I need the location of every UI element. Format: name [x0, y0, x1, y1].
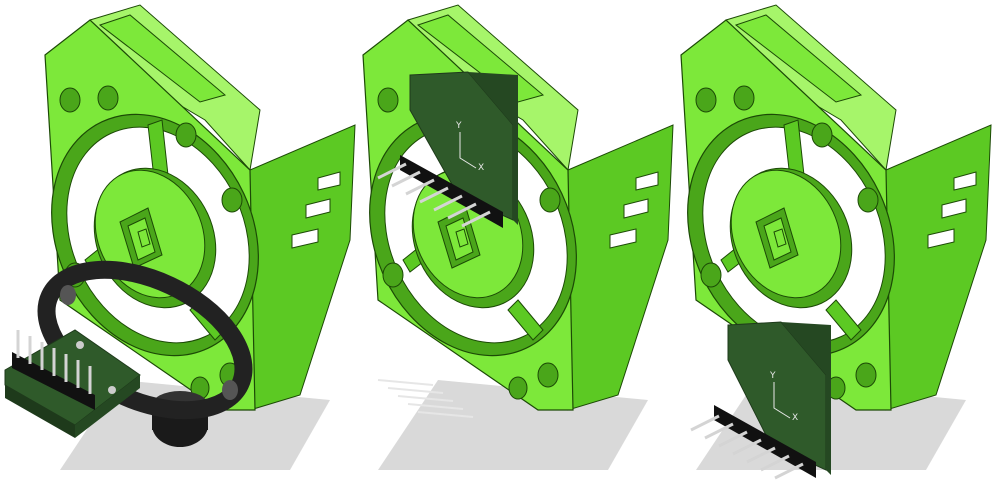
board-x-label: X: [478, 163, 484, 173]
assembled-view-sensor-mounted: Y X: [330, 4, 674, 471]
sensor-board-mounted: Y X: [377, 71, 518, 228]
sensor-board-front: Y X: [690, 321, 831, 480]
board-y-label-3: Y: [769, 371, 776, 381]
black-knob-assembly: [37, 260, 253, 447]
exploded-view-sensor-below: [4, 4, 356, 471]
sensor-board-small: [4, 329, 141, 438]
exploded-view-sensor-front: Y X: [648, 4, 992, 480]
pin-shadows: [377, 379, 474, 418]
board-y-label: Y: [455, 121, 462, 131]
board-x-label-3: X: [792, 413, 798, 423]
